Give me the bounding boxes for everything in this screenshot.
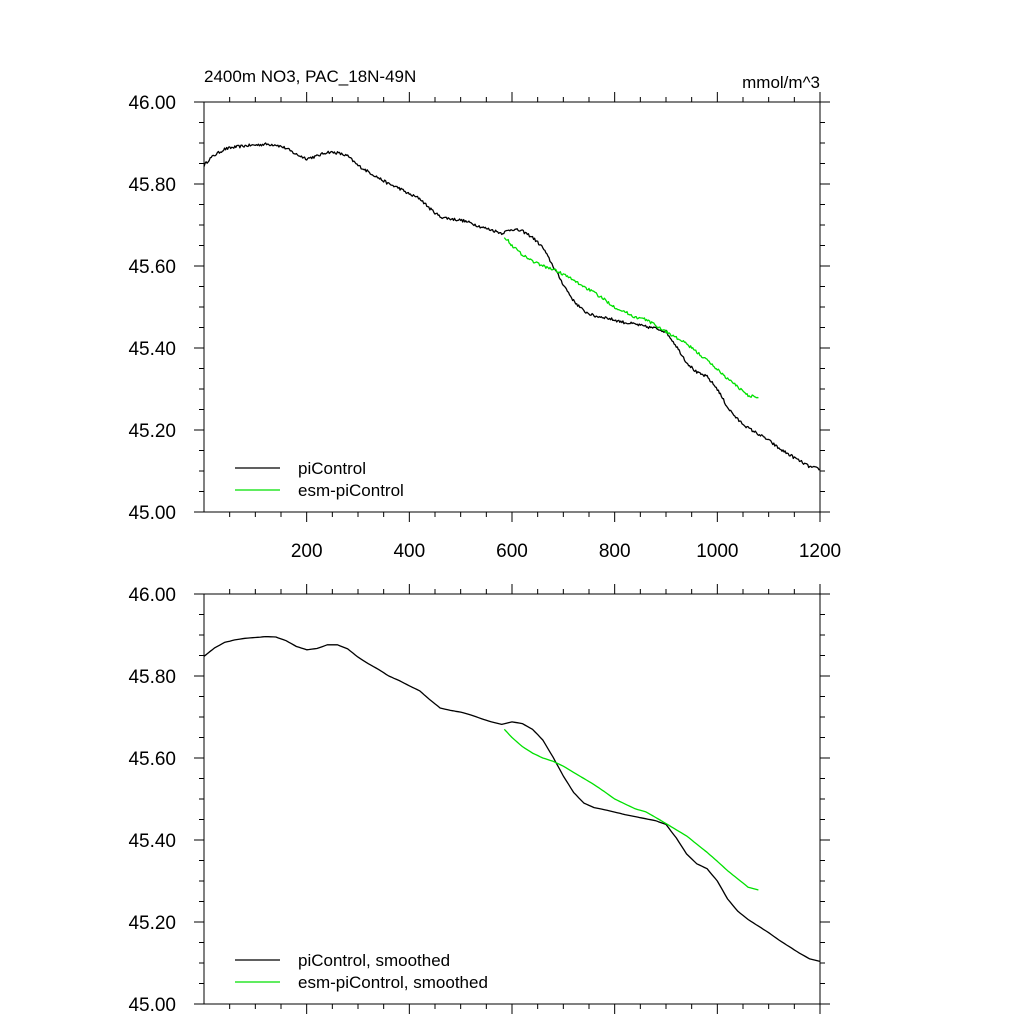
legend-label-picontrol-smoothed: piControl, smoothed — [298, 951, 450, 970]
y-tick-label: 45.60 — [128, 749, 176, 770]
y-tick-label: 45.20 — [128, 421, 176, 442]
series-line-esm-picontrol-smoothed — [503, 728, 759, 891]
legend-label-esm-picontrol-smoothed: esm-piControl, smoothed — [298, 973, 488, 992]
y-tick-label: 45.00 — [128, 503, 176, 524]
top-chart-panel: 2400m NO3, PAC_18N-49N mmol/m^3 200 400 60… — [128, 67, 841, 562]
x-tick-label: 1000 — [696, 541, 738, 562]
y-tick-label: 45.20 — [128, 913, 176, 934]
y-tick-label: 45.80 — [128, 667, 176, 688]
bottom-series-lines — [203, 635, 821, 963]
y-tick-label: 45.80 — [128, 175, 176, 196]
y-tick-label: 46.00 — [128, 93, 176, 114]
chart-title: 2400m NO3, PAC_18N-49N — [204, 67, 416, 86]
x-tick-label: 200 — [291, 541, 323, 562]
y-tick-label: 46.00 — [128, 585, 176, 606]
top-plot-frame — [203, 101, 821, 513]
bottom-ticks: 45.00 45.20 45.40 45.60 45.80 46.00 — [128, 584, 830, 1016]
top-ticks: 200 400 600 800 1000 1200 45.00 45.20 45.40 45.60… — [128, 92, 841, 562]
x-tick-label: 600 — [496, 541, 528, 562]
series-line-picontrol-smoothed — [203, 635, 821, 963]
top-legend: piControl esm-piControl — [235, 459, 404, 500]
series-line-picontrol — [203, 142, 821, 471]
y-tick-label: 45.00 — [128, 995, 176, 1016]
bottom-plot-frame — [203, 593, 821, 1005]
y-tick-label: 45.40 — [128, 339, 176, 360]
bottom-legend: piControl, smoothed esm-piControl, smoot… — [235, 951, 488, 992]
legend-label-esm-picontrol: esm-piControl — [298, 481, 404, 500]
y-tick-label: 45.60 — [128, 257, 176, 278]
bottom-chart-panel: 45.00 45.20 45.40 45.60 45.80 46.00 piControl… — [128, 584, 830, 1016]
series-line-esm-picontrol — [503, 237, 759, 399]
chart-units: mmol/m^3 — [742, 73, 820, 92]
x-tick-label: 400 — [393, 541, 425, 562]
legend-label-picontrol: piControl — [298, 459, 366, 478]
top-series-lines — [203, 142, 821, 471]
x-tick-label: 800 — [599, 541, 631, 562]
y-tick-label: 45.40 — [128, 831, 176, 852]
x-tick-label: 1200 — [799, 541, 841, 562]
